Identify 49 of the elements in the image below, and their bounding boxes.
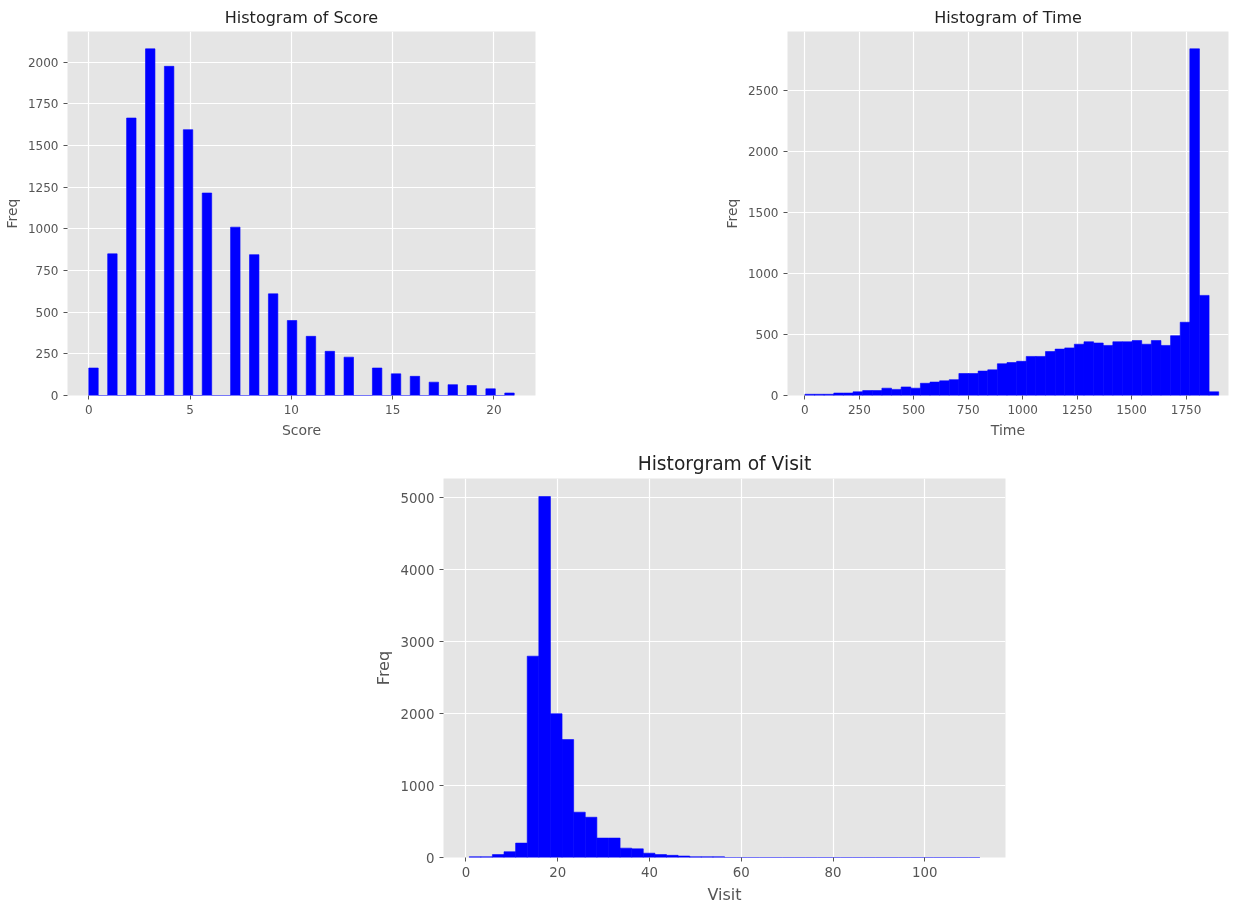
x-tick-label: 250 xyxy=(847,402,871,417)
y-tick-label: 500 xyxy=(755,327,779,342)
x-tick-label: 80 xyxy=(824,864,842,880)
x-axis-title: Visit xyxy=(707,884,742,904)
y-tick-label: 1500 xyxy=(27,139,59,153)
x-tick-label: 500 xyxy=(902,402,926,417)
y-axis-title: Freq xyxy=(723,198,740,229)
x-tick-label: 20 xyxy=(486,402,502,417)
y-tick-label: 3000 xyxy=(400,634,435,650)
x-tick-label: 0 xyxy=(801,402,809,417)
y-axis-title: Freq xyxy=(3,198,20,229)
x-tick-label: 0 xyxy=(461,864,471,880)
y-tick-label: 0 xyxy=(426,850,435,866)
y-tick-label: 1000 xyxy=(747,266,779,281)
y-tick-label: 250 xyxy=(35,347,59,362)
x-tick-label: 1750 xyxy=(1170,402,1202,417)
chart-title: Histogram of Score xyxy=(224,7,379,27)
y-tick-label: 2000 xyxy=(27,55,59,70)
y-tick-label: 500 xyxy=(35,305,59,320)
y-tick-label: 1000 xyxy=(27,222,59,237)
y-tick-label: 1500 xyxy=(747,205,779,220)
x-tick-label: 1500 xyxy=(1116,402,1147,417)
x-tick-label: 750 xyxy=(956,402,980,417)
y-tick-label: 1750 xyxy=(27,97,59,112)
x-axis-title: Score xyxy=(281,421,322,438)
x-tick-label: 5 xyxy=(186,402,194,417)
x-tick-label: 1000 xyxy=(1007,402,1038,417)
y-tick-label: 2500 xyxy=(747,83,779,98)
x-tick-label: 40 xyxy=(641,864,658,880)
y-tick-label: 2000 xyxy=(747,144,779,159)
y-tick-label: 750 xyxy=(35,264,59,278)
x-tick-label: 0 xyxy=(84,402,93,417)
x-tick-label: 15 xyxy=(385,402,401,417)
x-tick-label: 20 xyxy=(549,864,567,880)
y-tick-label: 0 xyxy=(770,389,779,403)
y-tick-label: 0 xyxy=(50,389,59,403)
x-tick-label: 60 xyxy=(732,864,750,880)
y-tick-label: 4000 xyxy=(400,562,435,578)
y-tick-label: 5000 xyxy=(400,490,435,506)
y-axis-title: Freq xyxy=(373,650,393,686)
chart-title: Histogram of Time xyxy=(934,7,1082,27)
y-tick-label: 1000 xyxy=(400,778,435,794)
x-tick-label: 100 xyxy=(912,864,938,880)
chart-title: Historgram of Visit xyxy=(637,452,812,474)
y-tick-label: 2000 xyxy=(400,706,435,722)
y-tick-label: 1250 xyxy=(27,180,59,195)
x-axis-title: Time xyxy=(989,421,1026,438)
x-tick-label: 10 xyxy=(283,402,300,417)
x-tick-label: 1250 xyxy=(1061,402,1093,417)
